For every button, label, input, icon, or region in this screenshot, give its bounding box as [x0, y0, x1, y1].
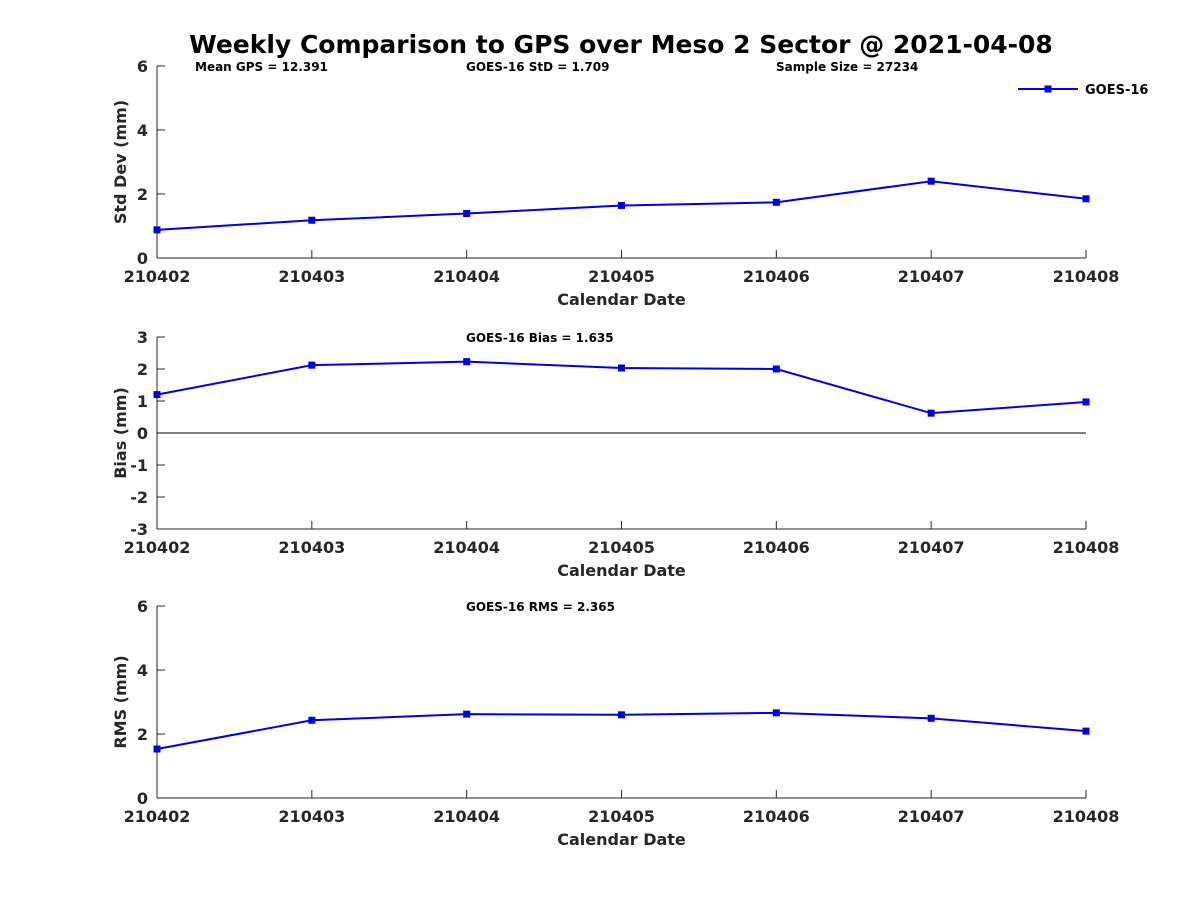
x-tick-label: 210407	[898, 807, 965, 826]
x-tick-label: 210405	[588, 267, 655, 286]
legend-marker	[1044, 85, 1052, 93]
data-point	[1082, 195, 1090, 203]
x-tick-label: 210404	[433, 538, 500, 557]
data-point	[772, 198, 780, 206]
y-tick-label: 6	[137, 57, 148, 76]
x-tick-label: 210402	[124, 538, 191, 557]
data-point	[927, 714, 935, 722]
x-tick-label: 210406	[743, 267, 810, 286]
y-tick-label: 0	[137, 249, 148, 268]
y-tick-label: 2	[137, 360, 148, 379]
x-tick-label: 210402	[124, 267, 191, 286]
x-tick-label: 210403	[278, 267, 345, 286]
x-tick-label: 210407	[898, 538, 965, 557]
y-tick-label: 4	[137, 121, 148, 140]
annotation: GOES-16 RMS = 2.365	[466, 600, 615, 614]
chart-title: Weekly Comparison to GPS over Meso 2 Sec…	[189, 30, 1053, 59]
x-tick-label: 210406	[743, 807, 810, 826]
data-point	[463, 710, 471, 718]
x-tick-label: 210407	[898, 267, 965, 286]
data-point	[153, 745, 161, 753]
x-tick-label: 210402	[124, 807, 191, 826]
y-axis-label: Std Dev (mm)	[111, 100, 130, 224]
y-axis-label: Bias (mm)	[111, 387, 130, 479]
y-tick-label: 4	[137, 661, 148, 680]
y-tick-label: 2	[137, 725, 148, 744]
y-tick-label: 0	[137, 789, 148, 808]
x-tick-label: 210406	[743, 538, 810, 557]
x-tick-label: 210405	[588, 538, 655, 557]
annotation: GOES-16 StD = 1.709	[466, 60, 609, 74]
x-axis-label: Calendar Date	[557, 561, 686, 580]
x-tick-label: 210404	[433, 267, 500, 286]
y-tick-label: -2	[130, 488, 148, 507]
data-point	[927, 409, 935, 417]
x-tick-label: 210408	[1053, 807, 1120, 826]
data-point	[927, 177, 935, 185]
data-point	[153, 391, 161, 399]
y-tick-label: 1	[137, 392, 148, 411]
data-point	[1082, 727, 1090, 735]
y-tick-label: -1	[130, 456, 148, 475]
x-tick-label: 210403	[278, 807, 345, 826]
series-line	[156, 711, 1087, 751]
annotation: Sample Size = 27234	[776, 60, 918, 74]
y-tick-label: 6	[137, 597, 148, 616]
data-point	[618, 364, 625, 372]
data-point	[772, 709, 780, 717]
y-tick-label: 2	[137, 185, 148, 204]
x-tick-label: 210408	[1053, 538, 1120, 557]
y-tick-label: 3	[137, 328, 148, 347]
y-tick-label: -3	[130, 520, 148, 539]
y-tick-label: 0	[137, 424, 148, 443]
data-point	[308, 716, 316, 724]
x-tick-label: 210403	[278, 538, 345, 557]
x-tick-label: 210404	[433, 807, 500, 826]
data-point	[772, 365, 780, 373]
data-point	[463, 210, 471, 218]
data-point	[308, 216, 316, 224]
legend-label: GOES-16	[1085, 83, 1148, 98]
data-point	[308, 361, 316, 369]
annotation: GOES-16 Bias = 1.635	[466, 331, 614, 345]
y-axis-label: RMS (mm)	[111, 655, 130, 748]
data-point	[153, 226, 161, 234]
annotation: Mean GPS = 12.391	[195, 60, 328, 74]
data-point	[618, 711, 625, 719]
x-axis-label: Calendar Date	[557, 830, 686, 849]
data-point	[463, 358, 471, 366]
x-axis-label: Calendar Date	[557, 290, 686, 309]
x-tick-label: 210408	[1053, 267, 1120, 286]
x-tick-label: 210405	[588, 807, 655, 826]
data-point	[618, 202, 625, 210]
data-point	[1082, 398, 1090, 406]
